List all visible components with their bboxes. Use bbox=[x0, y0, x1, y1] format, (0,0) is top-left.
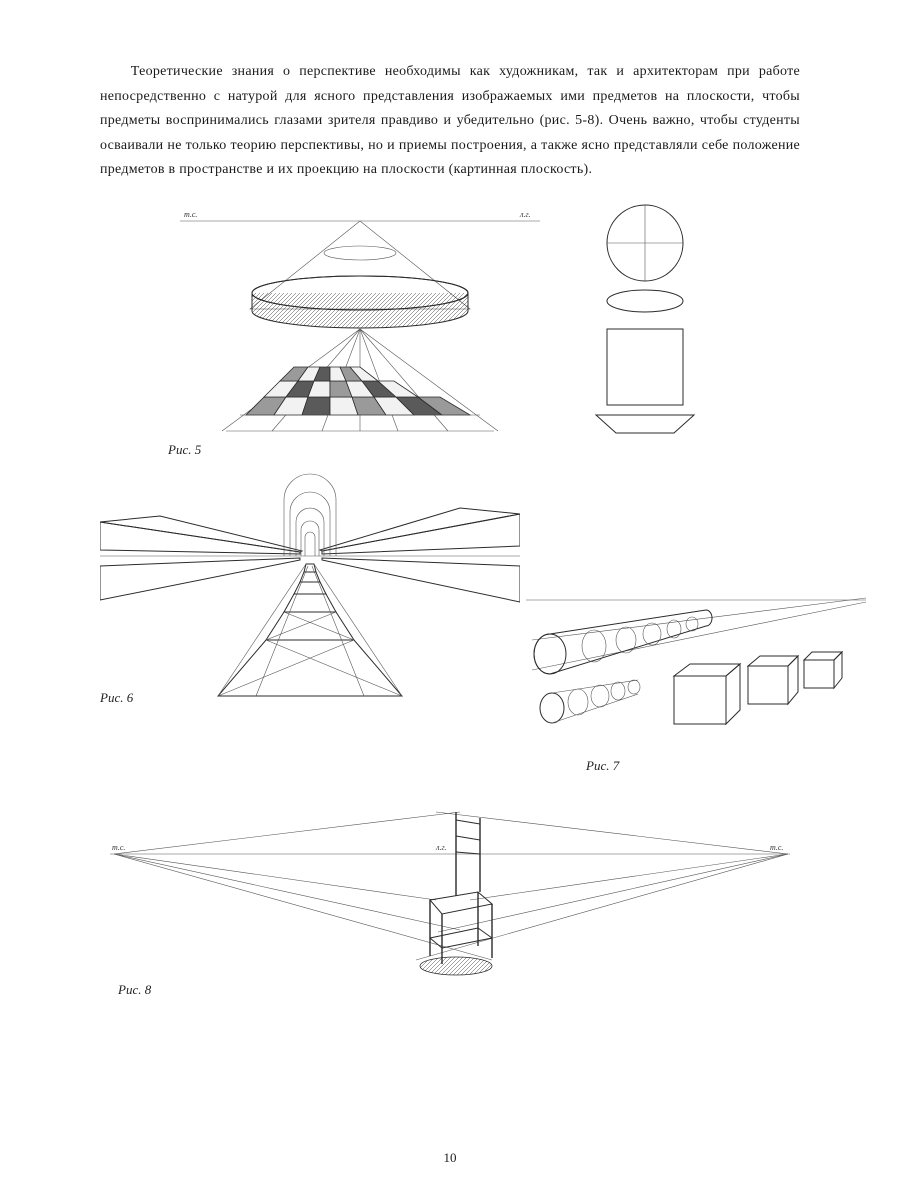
fig6-caption: Рис. 6 bbox=[100, 690, 520, 706]
fig8-caption: Рис. 8 bbox=[118, 982, 800, 998]
fig6-svg bbox=[100, 472, 520, 702]
fig8-right-vp-label: т.с. bbox=[770, 843, 783, 852]
fig8-horizon-label: л.г. bbox=[435, 843, 447, 852]
fig8-left-vp-label: т.с. bbox=[112, 843, 125, 852]
fig5-label-right: л.г. bbox=[519, 210, 531, 219]
fig5-caption: Рис. 5 bbox=[168, 442, 800, 458]
figure-5: т.с. л.г. bbox=[100, 201, 800, 458]
fig5-label-left: т.с. bbox=[184, 210, 197, 219]
fig5-ortho bbox=[570, 201, 720, 436]
figure-6-7-row: Рис. 6 bbox=[100, 472, 800, 774]
figure-8: т.с. т.с. л.г. bbox=[100, 800, 800, 998]
fig5-main: т.с. л.г. bbox=[180, 201, 540, 436]
fig7-svg bbox=[526, 592, 866, 752]
fig8-svg: т.с. т.с. л.г. bbox=[100, 800, 800, 980]
body-paragraph: Теоретические знания о перспективе необх… bbox=[100, 60, 800, 183]
fig7-caption: Рис. 7 bbox=[586, 758, 866, 774]
page-number: 10 bbox=[444, 1150, 457, 1166]
